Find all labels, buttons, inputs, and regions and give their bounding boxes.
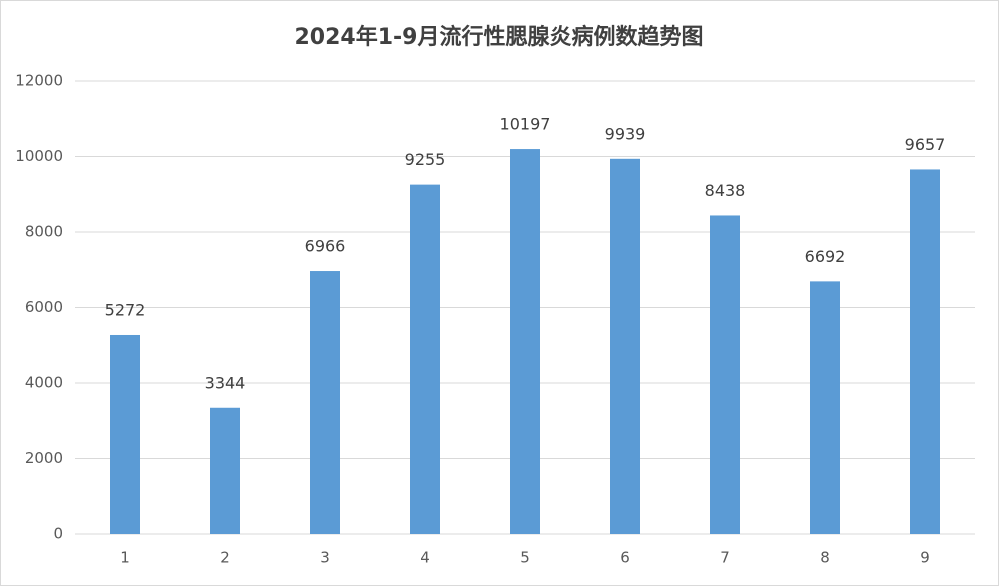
x-tick-label: 5 [520,549,530,567]
x-tick-label: 9 [920,549,930,567]
bar [810,281,840,534]
bar [610,158,640,535]
bar [310,271,340,534]
data-label: 9657 [905,135,946,154]
bar [910,169,940,535]
x-tick-label: 3 [320,549,330,567]
bar [510,149,540,535]
y-tick-label: 6000 [25,298,63,316]
x-tick-label: 2 [220,549,230,567]
x-tick-label: 4 [420,549,430,567]
x-tick-label: 7 [720,549,730,567]
bar [210,407,240,534]
bar [410,184,440,534]
y-tick-label: 12000 [15,72,63,90]
x-tick-label: 1 [120,549,130,567]
x-tick-label: 8 [820,549,830,567]
data-label: 8438 [705,181,746,200]
data-label: 6966 [305,237,346,256]
y-tick-label: 2000 [25,449,63,467]
data-label: 5272 [105,300,146,319]
y-tick-label: 10000 [15,147,63,165]
y-tick-label: 4000 [25,374,63,392]
data-label: 9939 [605,124,646,143]
bar [710,215,740,534]
chart-title: 2024年1-9月流行性腮腺炎病例数趋势图 [295,24,704,50]
data-label: 10197 [500,115,551,134]
y-tick-label: 8000 [25,223,63,241]
data-label: 6692 [805,247,846,266]
x-tick-label: 6 [620,549,630,567]
y-tick-label: 0 [53,525,63,543]
bar [110,334,140,534]
data-label: 3344 [205,373,246,392]
data-label: 9255 [405,150,446,169]
